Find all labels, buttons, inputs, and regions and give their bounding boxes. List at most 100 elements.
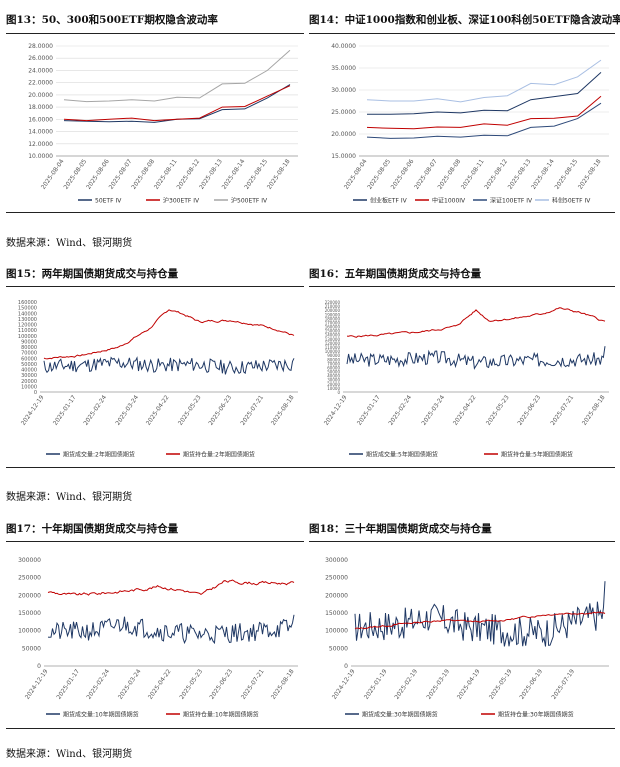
fig18-xtick-label: 2025-03-19 xyxy=(425,668,451,701)
fig15-ytick-label: 100000 xyxy=(18,334,37,340)
fig14-rule xyxy=(309,33,615,34)
fig14-ytick-label: 20.0000 xyxy=(331,131,356,138)
fig14-series-line xyxy=(367,72,602,115)
fig14-legend-label: 深证100ETF IV xyxy=(490,197,533,205)
fig17-ytick-label: 250000 xyxy=(18,575,41,582)
fig15-xtick-label: 2025-01-17 xyxy=(52,394,78,427)
fig14-xtick-label: 2025-08-07 xyxy=(413,158,439,191)
fig17-series-line xyxy=(47,579,295,596)
fig18-xtick-label: 2025-04-19 xyxy=(456,668,482,701)
fig18-xtick-label: 2025-07-19 xyxy=(550,668,576,701)
fig13-title: 图13：50、300和500ETF期权隐含波动率 xyxy=(6,14,218,26)
fig14-legend-label: 中证1000IV xyxy=(432,197,466,205)
fig17-xtick-label: 2024-12-19 xyxy=(24,668,50,701)
fig14-xtick-label: 2025-08-15 xyxy=(554,158,580,191)
fig13-xtick-label: 2025-08-15 xyxy=(243,158,269,191)
fig16-ytick-label: 180000 xyxy=(325,316,341,321)
fig16-ytick-label: 80000 xyxy=(327,357,340,362)
fig14-ytick-label: 35.0000 xyxy=(331,65,356,72)
fig14-series-line xyxy=(366,102,602,139)
fig15-legend-label: 期货持仓量:2年期国债期货 xyxy=(183,451,255,459)
fig14-chart: 15.0000 20.0000 25.0000 30.0000 35.0000 40.00… xyxy=(331,43,609,205)
fig15-xtick-label: 2025-07-21 xyxy=(239,394,265,427)
fig15-ytick-label: 70000 xyxy=(21,351,37,357)
fig13-rule xyxy=(6,33,304,34)
fig16-chart: 0100002000030000400005000060000700008000… xyxy=(323,300,609,459)
fig18-ytick-label: 200000 xyxy=(325,592,348,599)
fig16-legend-label: 期货成交量:5年期国债期货 xyxy=(366,451,438,459)
fig18-ytick-label: 250000 xyxy=(325,575,348,582)
fig14-title: 图14：中证1000指数和创业板、深证100科创50ETF隐含波动率 xyxy=(309,14,620,26)
fig15-ytick-label: 40000 xyxy=(21,368,37,374)
fig16-xtick-label: 2025-07-21 xyxy=(549,394,575,427)
fig14-series-line xyxy=(366,95,602,130)
fig16-ytick-label: 150000 xyxy=(325,329,341,334)
fig15-rule xyxy=(6,286,304,287)
fig17-xtick-label: 2025-08-18 xyxy=(270,668,296,701)
fig17-rule xyxy=(6,541,304,542)
fig17-xtick-label: 2025-07-21 xyxy=(240,668,266,701)
fig15-title: 图15：两年期国债期货成交与持仓量 xyxy=(6,268,179,280)
fig16-ytick-label: 110000 xyxy=(325,345,341,350)
fig16-ytick-label: 140000 xyxy=(325,333,341,338)
fig13-legend-label: 沪300ETF IV xyxy=(163,197,200,205)
fig16-rule xyxy=(309,286,615,287)
fig13-legend-label: 沪500ETF IV xyxy=(231,197,268,205)
fig16-ytick-label: 190000 xyxy=(325,312,341,317)
fig16-ytick-label: 100000 xyxy=(325,349,341,354)
fig13-xtick-label: 2025-08-05 xyxy=(63,158,89,191)
fig16-ytick-label: 50000 xyxy=(327,370,340,375)
fig18-title: 图18：三十年期国债期货成交与持仓量 xyxy=(309,523,492,535)
fig18-chart: 0 50000 100000 150000 200000 250000 300000 2024… xyxy=(325,557,609,719)
fig13-xtick-label: 2025-08-14 xyxy=(221,158,247,191)
fig13-ytick-label: 28.0000 xyxy=(28,43,53,50)
fig15-xtick-label: 2025-02-24 xyxy=(82,394,108,427)
fig16-xtick-label: 2025-02-24 xyxy=(387,394,413,427)
fig13-xtick-label: 2025-08-06 xyxy=(85,158,111,191)
fig13-series-line xyxy=(63,49,291,103)
fig15-ytick-label: 140000 xyxy=(18,311,37,317)
fig13-xtick-label: 2025-08-07 xyxy=(108,158,134,191)
fig15-xtick-label: 2025-08-18 xyxy=(270,394,296,427)
source-row3: 数据来源：Wind、银河期货 xyxy=(6,749,133,760)
fig13-legend-label: 50ETF IV xyxy=(95,198,122,205)
fig16-xtick-label: 2025-03-24 xyxy=(420,394,446,427)
fig13-ytick-label: 24.0000 xyxy=(28,67,53,74)
fig15-xtick-label: 2025-04-22 xyxy=(145,394,171,427)
fig16-ytick-label: 20000 xyxy=(327,382,340,387)
fig15-series-line xyxy=(43,309,295,360)
fig14-xtick-label: 2025-08-13 xyxy=(507,158,533,191)
fig13-xtick-label: 2025-08-11 xyxy=(153,158,179,191)
row3-bottom-rule xyxy=(6,728,615,729)
fig17-ytick-label: 200000 xyxy=(18,592,41,599)
fig17-xtick-label: 2025-04-22 xyxy=(147,668,173,701)
fig17-legend-label: 期货成交量:10年期国债期货 xyxy=(63,711,139,719)
fig16-ytick-label: 130000 xyxy=(325,337,341,342)
fig18-xtick-label: 2025-01-19 xyxy=(363,668,389,701)
fig13-xtick-label: 2025-08-08 xyxy=(130,158,156,191)
fig16-xtick-label: 2025-01-17 xyxy=(356,394,382,427)
fig13-series-line xyxy=(63,85,291,122)
fig18-rule xyxy=(309,541,615,542)
fig16-xtick-label: 2025-04-22 xyxy=(452,394,478,427)
fig15-ytick-label: 0 xyxy=(34,390,37,396)
fig16-series-line xyxy=(346,307,606,338)
fig17-ytick-label: 50000 xyxy=(22,645,41,652)
fig15-legend-label: 期货成交量:2年期国债期货 xyxy=(63,451,135,459)
fig18-xtick-label: 2025-02-19 xyxy=(393,668,419,701)
fig14-series-line xyxy=(366,59,602,103)
fig13-ytick-label: 20.0000 xyxy=(28,92,53,99)
fig17-ytick-label: 100000 xyxy=(18,628,41,635)
fig14-ytick-label: 25.0000 xyxy=(331,109,356,116)
fig15-ytick-label: 120000 xyxy=(18,323,37,329)
fig17-xtick-label: 2025-01-17 xyxy=(55,668,81,701)
fig16-xtick-label: 2025-06-23 xyxy=(516,394,542,427)
fig16-ytick-label: 40000 xyxy=(327,374,340,379)
fig18-xtick-label: 2024-12-19 xyxy=(331,668,357,701)
fig14-xtick-label: 2025-08-11 xyxy=(460,158,486,191)
fig15-ytick-label: 160000 xyxy=(18,300,37,306)
fig13-ytick-label: 26.0000 xyxy=(28,55,53,62)
fig14-legend-label: 科创50ETF IV xyxy=(552,197,591,205)
fig14-xtick-label: 2025-08-14 xyxy=(530,158,556,191)
fig16-ytick-label: 220000 xyxy=(325,300,341,305)
